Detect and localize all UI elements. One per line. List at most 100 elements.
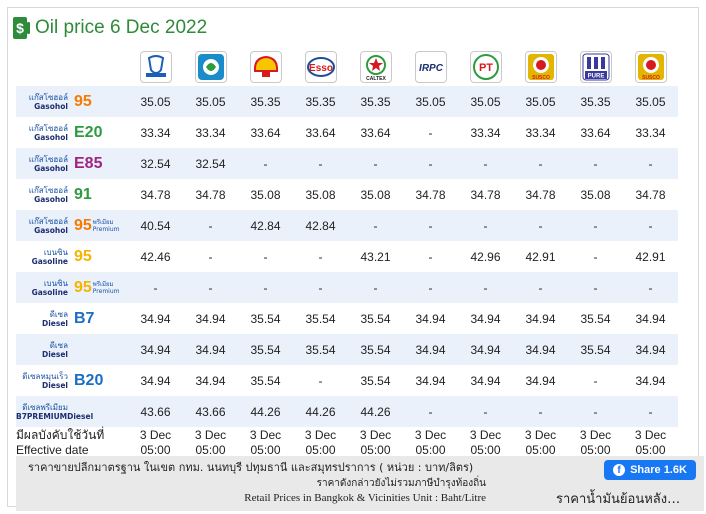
price-cell: - — [403, 396, 458, 427]
price-cell: 35.08 — [250, 187, 281, 202]
brand-header-row: Esso CALTEX IRPC PT SUSCO PURE SUSCO — [16, 48, 678, 86]
fuel-label-cell: ดีเซล Diesel B7 — [16, 303, 128, 334]
price-cell: 32.54 — [183, 148, 238, 179]
price-cell: 34.94 — [415, 311, 446, 326]
fuel-type-thai: แก๊สโซฮอล์ — [28, 154, 68, 164]
svg-text:SUSCO: SUSCO — [642, 75, 660, 81]
pt-logo-icon[interactable]: PT — [469, 51, 502, 83]
facebook-icon: f — [613, 464, 626, 476]
bangchak-logo-icon[interactable] — [194, 51, 227, 83]
price-cell: 34.94 — [183, 334, 238, 365]
effective-date: 3 Dec — [524, 427, 557, 442]
fuel-row: เบนซิน Gasoline 95 42.46 - - - 43.21 - 42.96 42.91… — [16, 241, 678, 272]
price-cell: 34.94 — [140, 373, 171, 388]
fuel-type-thai: แก๊สโซฮอล์ — [28, 123, 68, 133]
effective-time: 05:00 — [250, 442, 281, 457]
fuel-type-thai: ดีเซล — [49, 340, 68, 350]
brand-cell: PT — [458, 48, 513, 86]
fuel-label-cell: แก๊สโซฮอล์ Gasohol E20 — [16, 117, 128, 148]
fuel-label-cell: เบนซิน Gasoline 95 พรีเมียม Premium — [16, 272, 128, 303]
price-cell: - — [128, 272, 183, 303]
fuel-row: ดีเซลหมุนเร็ว Diesel B20 34.94 34.94 35.54 - 35… — [16, 365, 678, 396]
fuel-label-cell: เบนซิน Gasoline 95 — [16, 241, 128, 272]
brand-cell: PURE — [568, 48, 623, 86]
caltex-logo-icon[interactable]: CALTEX — [359, 51, 392, 83]
esso-logo-icon[interactable]: Esso — [304, 51, 337, 83]
facebook-share-button[interactable]: f Share 1.6K — [604, 460, 696, 480]
price-cell: 35.35 — [293, 86, 348, 117]
susco-logo-icon[interactable]: SUSCO — [524, 51, 557, 83]
page-title: Oil price 6 Dec 2022 — [35, 17, 208, 38]
fuel-type-label: ดีเซล Diesel — [16, 310, 68, 328]
pure-logo-icon[interactable]: PURE — [579, 51, 612, 83]
price-cell: 34.94 — [458, 334, 513, 365]
fuel-type-en: Gasohol — [34, 101, 68, 111]
fuel-type-en: Diesel — [41, 318, 68, 328]
fuel-type-en: Diesel — [41, 380, 68, 390]
fuel-row: ดีเซล Diesel B7 34.94 34.94 35.54 35.54 35.54 34… — [16, 303, 678, 334]
price-cell: - — [348, 210, 403, 241]
fuel-type-thai: ดีเซลหมุนเร็ว — [22, 371, 68, 381]
fuel-grade: 95 — [74, 247, 92, 265]
effective-date-cell: 3 Dec 05:00 — [458, 427, 513, 458]
price-cell: 35.05 — [128, 86, 183, 117]
susco-dealers-logo-icon[interactable]: SUSCO — [634, 51, 667, 83]
price-cell: - — [403, 148, 458, 179]
price-cell: 43.21 — [360, 249, 391, 264]
fuel-grade: E85 — [74, 154, 103, 172]
price-cell: 33.64 — [305, 125, 336, 140]
price-history-link[interactable]: ราคาน้ำมันย้อนหลัง… — [556, 492, 681, 507]
fuel-label: แก๊สโซฮอล์ Gasohol 95 พรีเมียม Premium — [16, 210, 128, 241]
fuel-type-label: แก๊สโซฮอล์ Gasohol — [16, 217, 68, 235]
fuel-type-en: Gasoline — [31, 287, 68, 297]
price-cell: 40.54 — [128, 210, 183, 241]
fuel-row: แก๊สโซฮอล์ Gasohol E20 33.34 33.34 33.64 33.64… — [16, 117, 678, 148]
price-table: Esso CALTEX IRPC PT SUSCO PURE SUSCO แก๊สโซฮอล์… — [16, 48, 678, 458]
irpc-logo-icon[interactable]: IRPC — [414, 51, 447, 83]
price-cell: 34.94 — [513, 334, 568, 365]
fuel-label-cell: ดีเซลพรีเมียม B7PREMIUMDiesel — [16, 396, 128, 427]
price-cell: 34.78 — [635, 187, 666, 202]
fuel-label: ดีเซลพรีเมียม B7PREMIUMDiesel — [16, 396, 128, 427]
price-cell: - — [623, 272, 678, 303]
price-cell: 42.84 — [293, 210, 348, 241]
price-cell: 33.64 — [360, 125, 391, 140]
fuel-label: เบนซิน Gasoline 95 — [16, 241, 128, 272]
effective-date-cell: 3 Dec 05:00 — [403, 427, 458, 458]
price-cell: - — [458, 272, 513, 303]
footer-note-thai: ราคาขายปลีกมาตรฐาน ในเขต กทม. นนทบุรี ปท… — [28, 461, 474, 474]
price-cell: 34.94 — [470, 311, 501, 326]
price-cell: 33.64 — [250, 125, 281, 140]
effective-date: 3 Dec — [579, 427, 612, 442]
effective-time: 05:00 — [525, 442, 556, 457]
fuel-type-en: Gasohol — [34, 163, 68, 173]
price-cell: - — [208, 249, 213, 264]
ptt-logo-icon[interactable] — [139, 51, 172, 83]
fuel-type-thai: แก๊สโซฮอล์ — [28, 185, 68, 195]
price-cell: 35.54 — [305, 311, 336, 326]
svg-text:Esso: Esso — [309, 63, 333, 74]
svg-text:IRPC: IRPC — [419, 63, 444, 74]
price-cell: 33.64 — [580, 125, 611, 140]
brand-cell: CALTEX — [348, 48, 403, 86]
price-cell: - — [623, 396, 678, 427]
share-label: Share 1.6K — [630, 464, 687, 476]
price-cell: - — [513, 210, 568, 241]
price-cell: 42.91 — [525, 249, 556, 264]
fuel-label: ดีเซล Diesel — [16, 334, 128, 365]
price-cell: 33.34 — [195, 125, 226, 140]
price-cell: - — [428, 125, 433, 140]
fuel-grade: E20 — [74, 123, 103, 141]
fuel-grade: 95 — [74, 216, 92, 234]
brand-cell: IRPC — [403, 48, 458, 86]
price-cell: 34.94 — [403, 334, 458, 365]
fuel-grade: B7 — [74, 309, 95, 327]
price-cell: 34.94 — [635, 311, 666, 326]
price-cell: 35.35 — [348, 86, 403, 117]
effective-date: 3 Dec — [634, 427, 667, 442]
price-cell: - — [428, 249, 433, 264]
oil-price-widget: $ Oil price 6 Dec 2022 Esso CALTEX IRPC PT S… — [7, 7, 704, 511]
shell-logo-icon[interactable] — [249, 51, 282, 83]
svg-text:PURE: PURE — [587, 74, 604, 80]
effective-date: 3 Dec — [304, 427, 337, 442]
